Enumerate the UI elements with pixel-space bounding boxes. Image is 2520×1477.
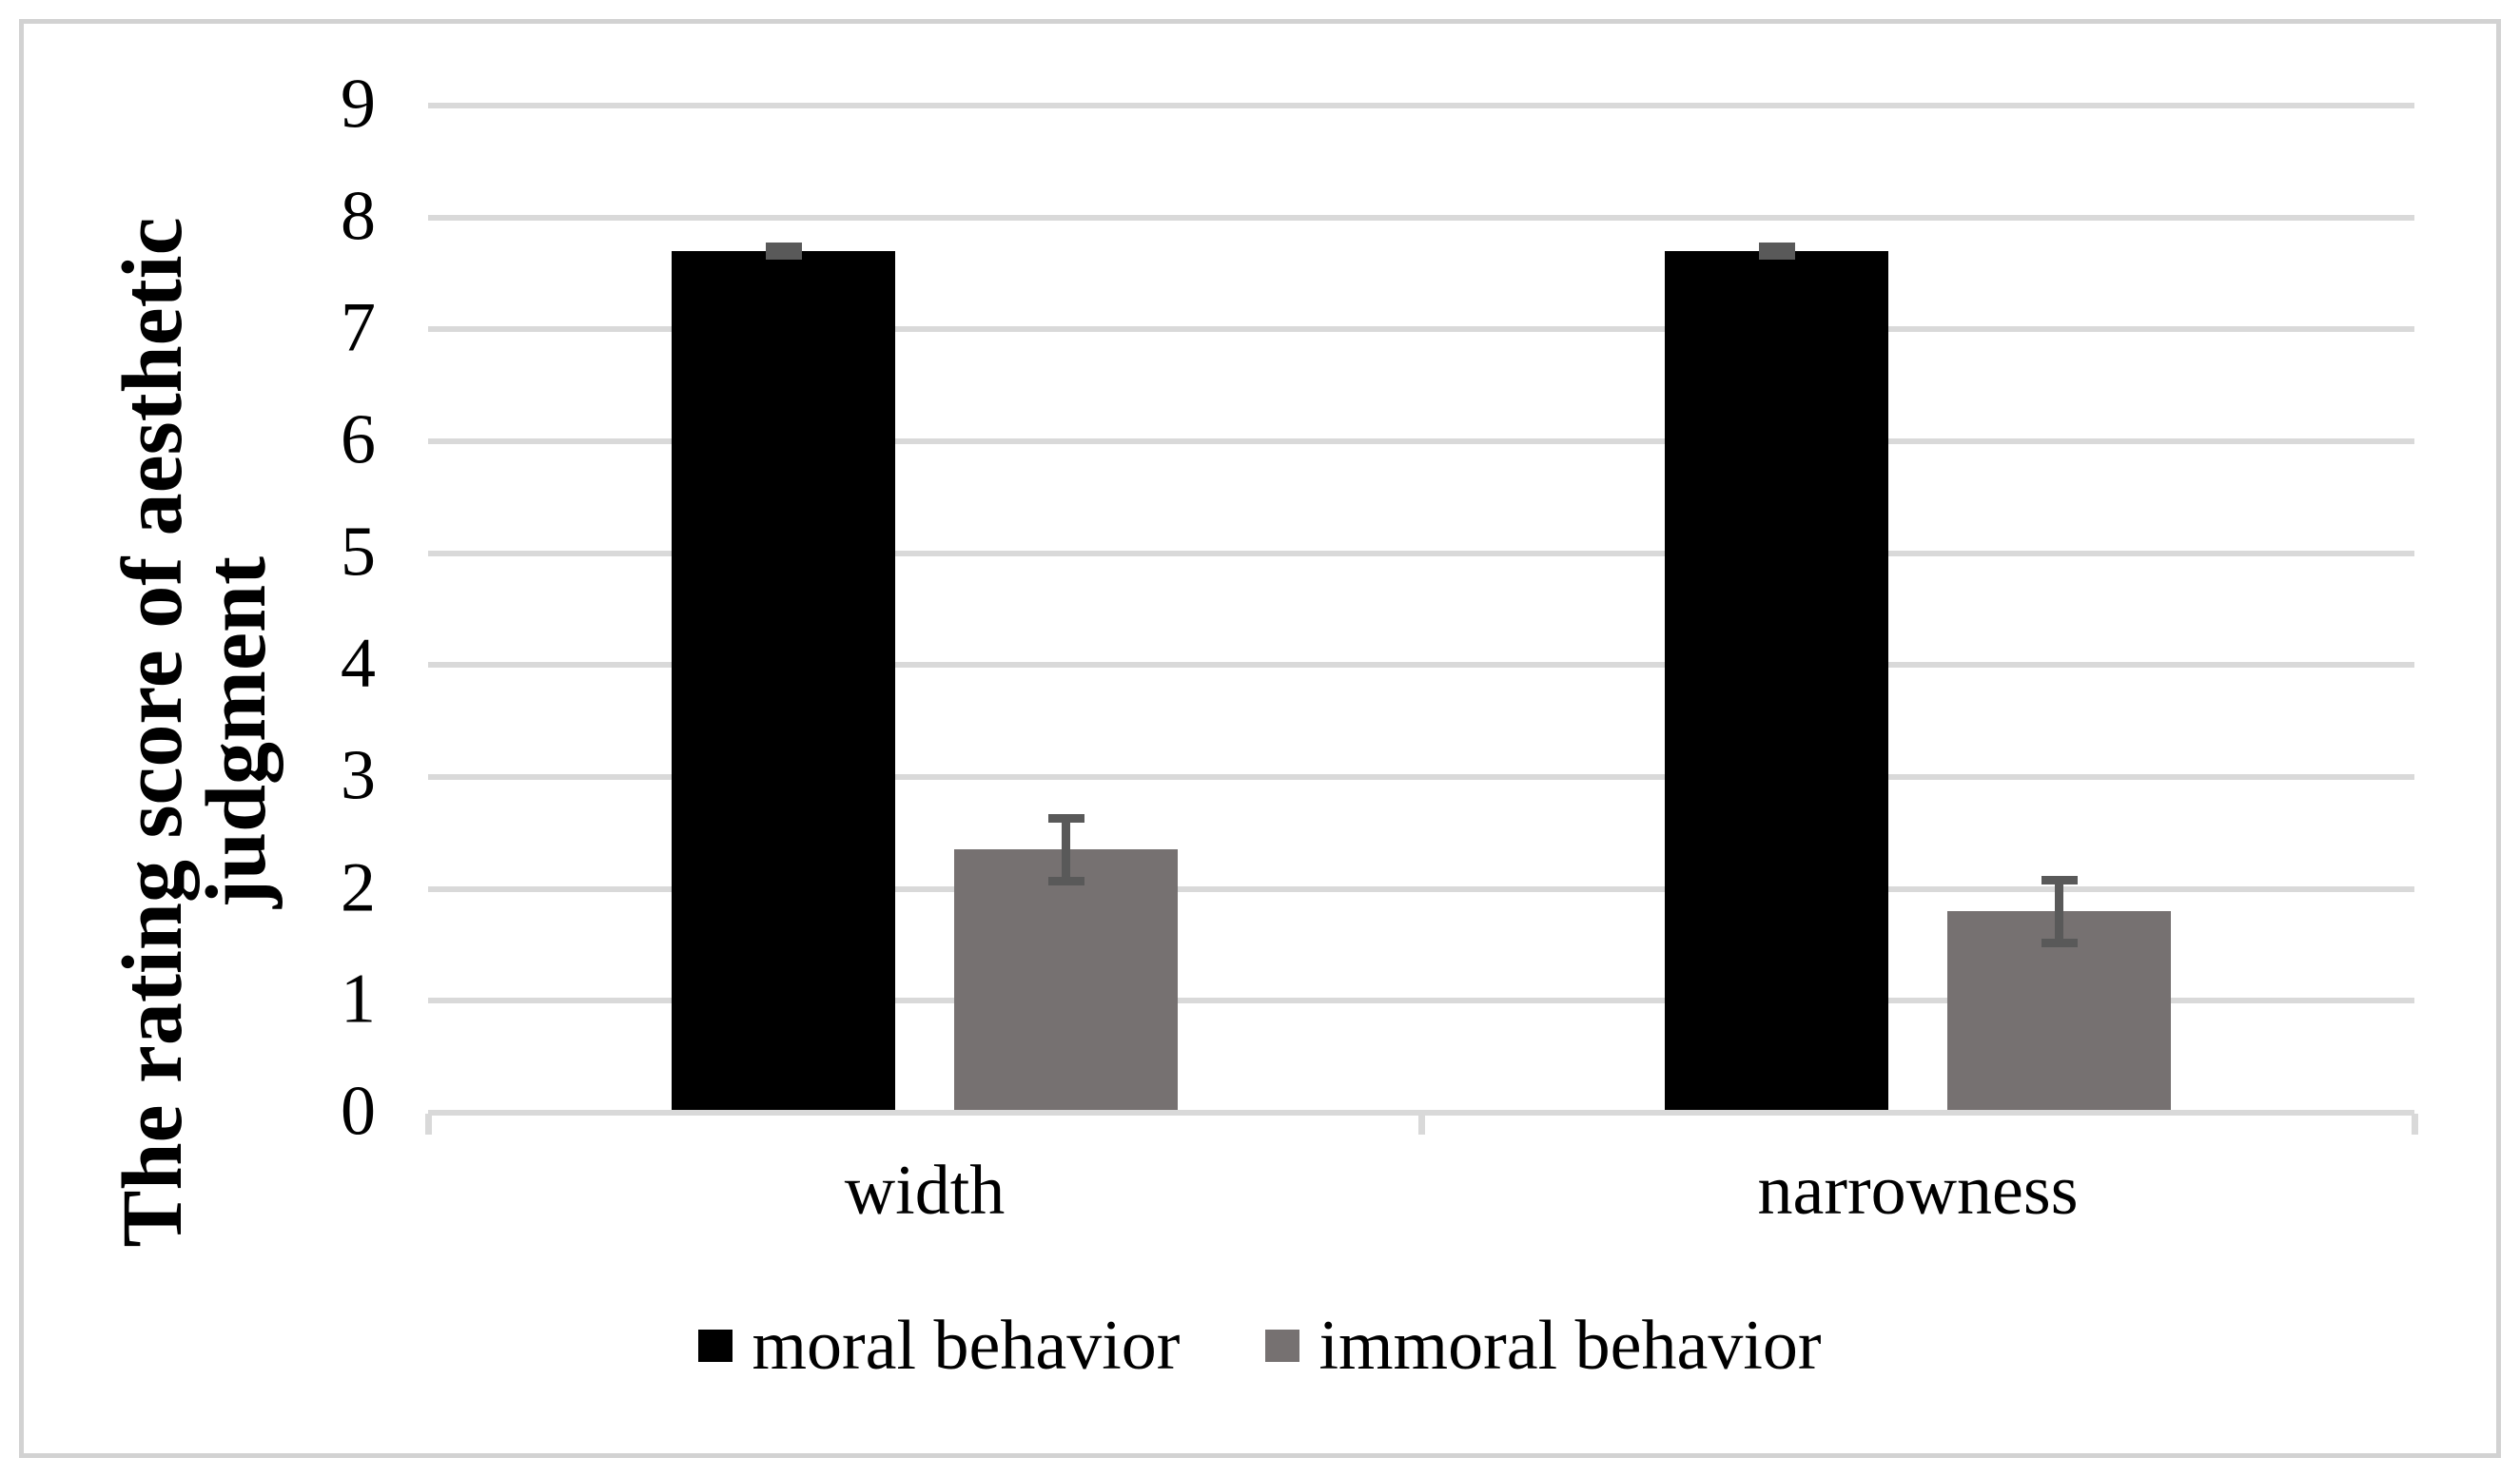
y-tick-label-3: 3 xyxy=(341,736,376,815)
y-axis-title-line1: The rating score of aesthetic xyxy=(106,217,200,1248)
legend-item-moral: moral behavior xyxy=(698,1311,1180,1381)
chart-outer-border xyxy=(19,19,2501,1458)
error-bar-whisker xyxy=(1062,818,1070,882)
gridline-y9 xyxy=(428,102,2414,108)
gridline-y4 xyxy=(428,662,2414,669)
y-tick-label-5: 5 xyxy=(341,513,376,592)
y-tick-label-7: 7 xyxy=(341,288,376,367)
error-bar-cap-top xyxy=(1758,242,1795,251)
legend-swatch-immoral xyxy=(1265,1330,1300,1362)
error-bar-whisker xyxy=(779,246,788,256)
gridline-y7 xyxy=(428,326,2414,333)
error-bar-cap-bottom xyxy=(2041,938,2078,947)
x-category-label-width: width xyxy=(844,1152,1006,1230)
y-tick-label-6: 6 xyxy=(341,400,376,479)
y-axis-title-line2: judgment xyxy=(189,555,283,909)
gridline-y5 xyxy=(428,550,2414,556)
legend-item-immoral: immoral behavior xyxy=(1265,1307,1822,1385)
legend-label: immoral behavior xyxy=(1319,1307,1822,1385)
bar-width-moral xyxy=(672,250,895,1113)
bar-width-immoral xyxy=(954,849,1178,1113)
x-axis-tick xyxy=(1417,1114,1425,1135)
x-axis-tick xyxy=(424,1114,432,1135)
bar-narrowness-moral xyxy=(1665,250,1888,1113)
error-bar-whisker xyxy=(1772,246,1781,256)
legend: moral behavior immoral behavior xyxy=(0,1311,2520,1381)
gridline-y1 xyxy=(428,998,2414,1004)
error-bar-cap-top xyxy=(1047,814,1084,824)
x-category-label-narrowness: narrowness xyxy=(1757,1152,2079,1230)
error-bar-whisker xyxy=(2055,880,2063,943)
legend-label: moral behavior xyxy=(752,1307,1181,1385)
y-axis-title: The rating score of aesthetic judgment xyxy=(106,67,283,1398)
y-tick-label-4: 4 xyxy=(341,624,376,703)
error-bar-cap-top xyxy=(765,242,802,251)
y-tick-label-9: 9 xyxy=(341,65,376,144)
legend-swatch-moral xyxy=(698,1330,733,1362)
error-bar-cap-bottom xyxy=(1758,251,1795,261)
x-axis-line xyxy=(428,1110,2414,1116)
gridline-y3 xyxy=(428,773,2414,780)
gridline-y2 xyxy=(428,885,2414,892)
y-tick-label-2: 2 xyxy=(341,848,376,927)
gridline-y8 xyxy=(428,214,2414,221)
y-tick-label-1: 1 xyxy=(341,960,376,1039)
y-tick-label-0: 0 xyxy=(341,1072,376,1151)
gridline-y6 xyxy=(428,437,2414,444)
error-bar-cap-bottom xyxy=(1047,876,1084,885)
x-axis-tick xyxy=(2411,1114,2418,1135)
error-bar-cap-bottom xyxy=(765,251,802,261)
error-bar-cap-top xyxy=(2041,875,2078,884)
y-tick-label-8: 8 xyxy=(341,177,376,256)
